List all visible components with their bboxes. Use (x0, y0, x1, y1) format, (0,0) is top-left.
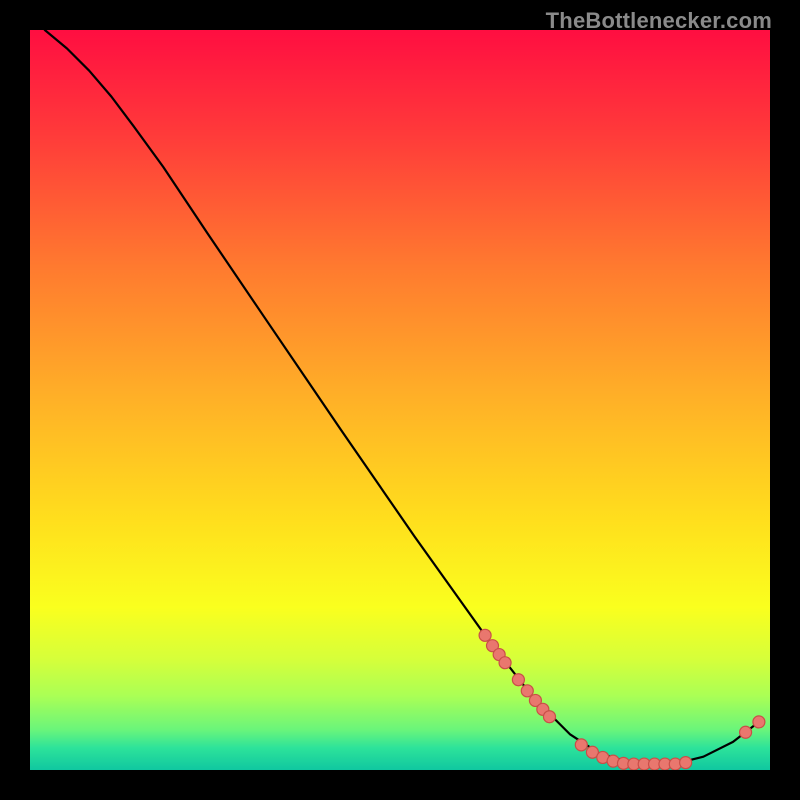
data-marker (499, 657, 511, 669)
data-marker (479, 629, 491, 641)
data-marker (680, 757, 692, 769)
chart-stage: TheBottlenecker.com (0, 0, 800, 800)
data-marker (740, 726, 752, 738)
data-marker (521, 685, 533, 697)
data-marker (575, 739, 587, 751)
data-marker (543, 711, 555, 723)
gradient-background (30, 30, 770, 770)
data-marker (753, 716, 765, 728)
data-marker (512, 674, 524, 686)
bottleneck-chart (30, 30, 770, 770)
